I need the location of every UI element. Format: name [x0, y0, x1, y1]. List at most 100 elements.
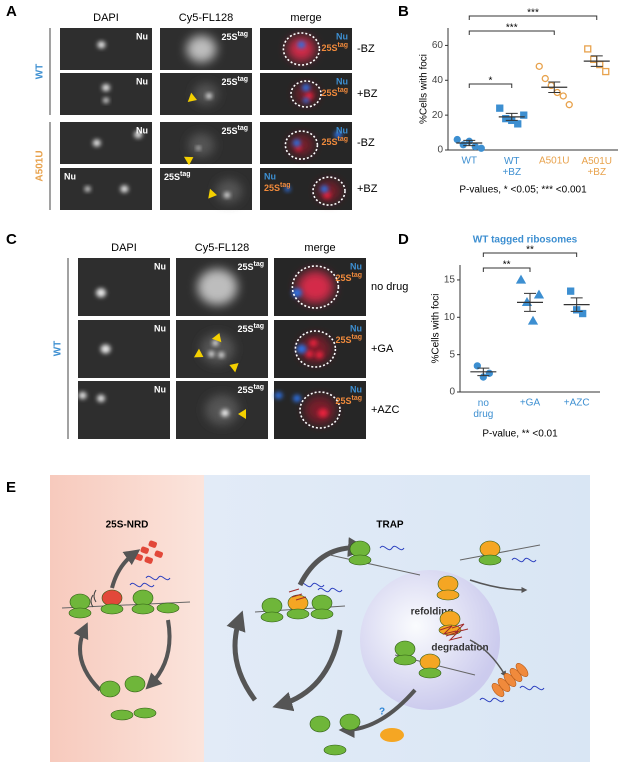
- error-bar: [505, 112, 518, 121]
- large-subunit: [339, 713, 361, 731]
- tag-base: 25S: [237, 262, 253, 272]
- peptide: [511, 557, 537, 563]
- charts: B %Cells with foci 0 20 40 60 WT WT +BZ A501U A501…: [398, 3, 618, 440]
- small-subunit: [100, 603, 124, 615]
- mrna: [459, 544, 541, 561]
- blob: [186, 35, 217, 63]
- tag-base: 25S: [321, 88, 337, 98]
- data-point: [477, 144, 485, 152]
- arrow: [469, 579, 528, 593]
- refolding-label: refolding: [411, 607, 454, 618]
- data-point: [515, 274, 527, 284]
- arrowhead: [238, 409, 246, 419]
- micrograph: [78, 381, 170, 439]
- large-subunit: [437, 575, 459, 593]
- small-subunit: [418, 667, 442, 679]
- chaperone: [295, 596, 307, 601]
- misfolded-protein: [380, 728, 404, 742]
- significance-bracket: [482, 252, 578, 257]
- data-point: [559, 92, 567, 100]
- y-tick-label: 15: [444, 275, 456, 286]
- group-label: WT: [35, 64, 46, 80]
- small-subunit: [286, 608, 310, 620]
- tag-sup: tag: [338, 136, 349, 143]
- peptide: [379, 545, 405, 551]
- y-tick-label: 0: [437, 145, 443, 156]
- column-header: DAPI: [93, 12, 119, 24]
- tag-label: 25Stag: [164, 171, 191, 183]
- tag-sup: tag: [352, 272, 363, 279]
- blob: [323, 191, 331, 199]
- micrograph: [78, 258, 170, 316]
- error-bar: [524, 292, 536, 312]
- data-point: [584, 45, 592, 53]
- tag-label: 25Stag: [237, 384, 264, 396]
- arrowhead: [211, 333, 222, 343]
- arrow: [226, 610, 258, 702]
- tag-base: 25S: [264, 183, 280, 193]
- data-point: [471, 142, 479, 151]
- column-header: DAPI: [111, 242, 137, 254]
- tag-sup: tag: [254, 261, 265, 268]
- nucleus-label: Nu: [350, 323, 362, 333]
- y-tick-label: 0: [449, 387, 455, 398]
- tag-base: 25S: [237, 324, 253, 334]
- large-subunit: [394, 640, 416, 658]
- row-label: no drug: [371, 281, 408, 293]
- x-tick-label: +AZC: [564, 398, 590, 409]
- chart-note: P-value, ** <0.01: [482, 429, 558, 440]
- panel-letter: B: [398, 3, 409, 20]
- peptide: [317, 587, 343, 593]
- tag-base: 25S: [335, 273, 351, 283]
- y-tick-label: 40: [432, 75, 444, 86]
- tag-base: 25S: [335, 396, 351, 406]
- blob: [302, 84, 310, 92]
- small-subunit: [348, 554, 372, 566]
- question-mark: ?: [379, 707, 385, 718]
- blob: [305, 350, 314, 358]
- small-subunit: [131, 603, 155, 615]
- nucleus-label: Nu: [336, 31, 348, 41]
- y-tick-label: 60: [432, 40, 444, 51]
- blob: [292, 139, 301, 147]
- y-tick-label: 10: [444, 312, 456, 323]
- cell-outline: [284, 130, 319, 160]
- peptide: [145, 575, 171, 581]
- column-header: Cy5-FL128: [179, 12, 233, 24]
- large-subunit: [311, 594, 333, 612]
- tag-sup: tag: [254, 384, 265, 391]
- blob: [92, 139, 101, 147]
- tag-label: 25Stag: [221, 76, 248, 88]
- row-label: -BZ: [357, 137, 375, 149]
- stall-mark: [93, 589, 97, 603]
- tag-label: 25Stag: [321, 87, 348, 99]
- large-subunit: [439, 610, 461, 628]
- peptide: [129, 582, 155, 588]
- blob: [334, 131, 343, 139]
- y-axis-label: %Cells with foci: [431, 293, 442, 363]
- tag-base: 25S: [321, 43, 337, 53]
- tag-label: 25Stag: [321, 42, 348, 54]
- significance-label: ***: [506, 23, 518, 34]
- blob: [96, 288, 106, 298]
- data-point: [602, 67, 610, 76]
- blob: [134, 131, 143, 139]
- blob: [318, 408, 328, 418]
- micrograph: [60, 122, 152, 164]
- data-point: [520, 111, 528, 119]
- blob: [196, 146, 201, 150]
- data-point: [533, 289, 545, 299]
- y-axis-label: %Cells with foci: [419, 54, 430, 124]
- blob: [317, 180, 341, 202]
- x-tick-label: +GA: [520, 398, 541, 409]
- tag-label: 25Stag: [237, 261, 264, 273]
- arrowhead: [229, 363, 239, 373]
- blob: [206, 93, 212, 99]
- tag-sup: tag: [254, 323, 265, 330]
- error-bar: [477, 367, 490, 377]
- blob: [292, 288, 302, 298]
- fragment: [140, 546, 149, 554]
- cell-outline: [291, 265, 340, 309]
- arrowhead: [193, 348, 204, 358]
